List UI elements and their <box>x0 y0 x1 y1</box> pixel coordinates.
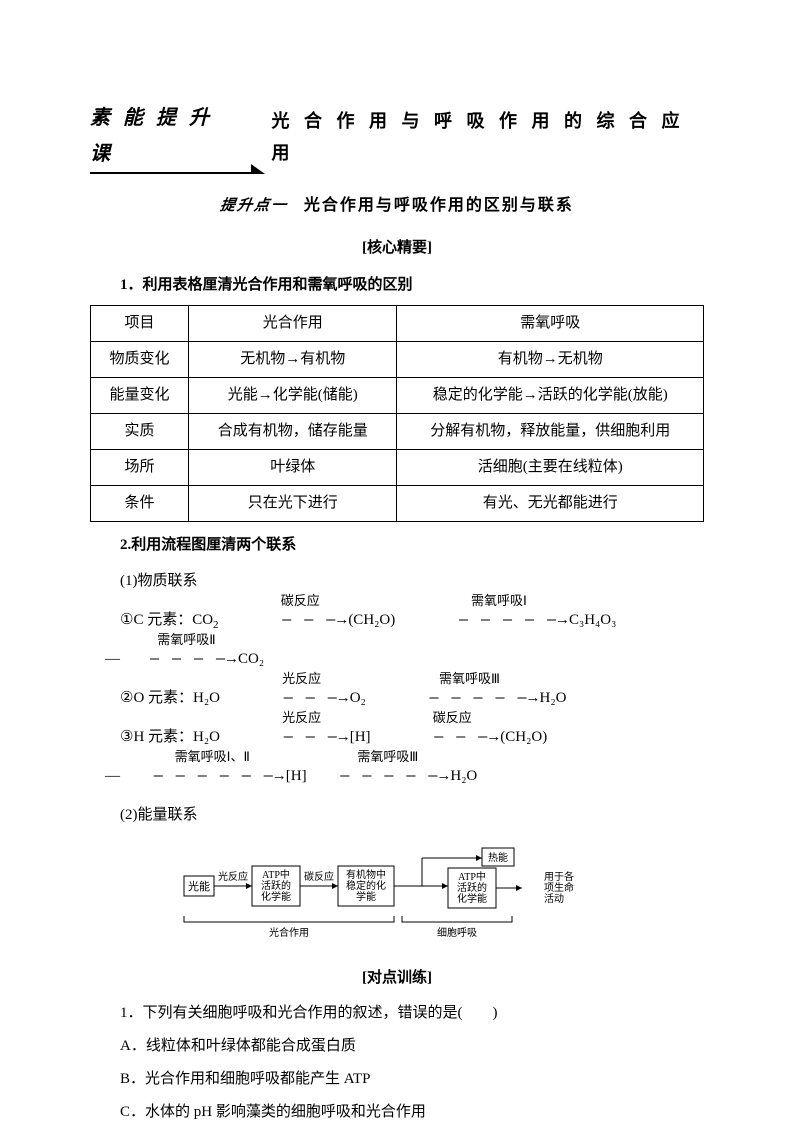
cell: 叶绿体 <box>189 449 397 485</box>
cell: 实质 <box>91 413 189 449</box>
table-row: 能量变化 光能→化学能(储能) 稳定的化学能→活跃的化学能(放能) <box>91 377 704 413</box>
th-item: 项目 <box>91 305 189 341</box>
subsection-2-1: (1)物质联系 <box>90 565 704 598</box>
svg-text:ATP中: ATP中 <box>262 868 290 881</box>
table-row: 场所 叶绿体 活细胞(主要在线粒体) <box>91 449 704 485</box>
table-row: 实质 合成有机物，储存能量 分解有机物，释放能量，供细胞利用 <box>91 413 704 449</box>
svg-text:细胞呼吸: 细胞呼吸 <box>437 926 477 939</box>
cell: 分解有机物，释放能量，供细胞利用 <box>397 413 704 449</box>
svg-text:有机物中: 有机物中 <box>346 868 386 881</box>
section1-heading: 1．利用表格厘清光合作用和需氧呼吸的区别 <box>90 272 704 299</box>
arrow-xy12: 需氧呼吸Ⅰ、Ⅱ― ― ― ― ― ―→ <box>124 760 286 793</box>
q1-stem: 1．下列有关细胞呼吸和光合作用的叙述，错误的是( ) <box>90 1000 704 1027</box>
table-row: 条件 只在光下进行 有光、无光都能进行 <box>91 485 704 521</box>
h2o: H₂O <box>540 690 567 706</box>
ch2o-2: (CH₂O) <box>500 729 547 745</box>
ch2o: (CH₂O) <box>348 612 395 628</box>
cell: 只在光下进行 <box>189 485 397 521</box>
section2-heading: 2.利用流程图厘清两个联系 <box>90 532 704 559</box>
th-resp: 需氧呼吸 <box>397 305 704 341</box>
table-header-row: 项目 光合作用 需氧呼吸 <box>91 305 704 341</box>
cell: 活细胞(主要在线粒体) <box>397 449 704 485</box>
point-row: 提升点一 光合作用与呼吸作用的区别与联系 <box>90 192 704 221</box>
o-prefix: ②O 元素：H₂O <box>120 690 220 706</box>
svg-text:用于各: 用于各 <box>544 870 574 883</box>
svg-text:碳反应: 碳反应 <box>304 870 334 883</box>
arrow-tan: 碳反应― ― ―→ <box>222 604 348 637</box>
subsection-2-2: (2)能量联系 <box>90 799 704 832</box>
cell: 能量变化 <box>91 377 189 413</box>
chem-line-o: ②O 元素：H₂O 光反应― ― ―→O₂ 需氧呼吸Ⅲ― ― ― ― ―→H₂O <box>90 682 704 715</box>
svg-text:光合作用: 光合作用 <box>269 926 309 939</box>
arrow-xy3b: 需氧呼吸Ⅲ― ― ― ― ―→ <box>310 760 450 793</box>
point-badge: 提升点一 <box>218 193 290 220</box>
svg-text:活跃的: 活跃的 <box>457 881 487 894</box>
svg-text:项生命: 项生命 <box>544 881 574 894</box>
energy-diagram-svg: .bx{fill:none;stroke:#000;stroke-width:1… <box>182 846 612 941</box>
chem-line-c2: ―需氧呼吸Ⅱ― ― ― ―→CO₂ <box>90 643 704 676</box>
svg-text:化学能: 化学能 <box>457 892 487 905</box>
svg-text:稳定的化: 稳定的化 <box>346 879 386 892</box>
course-label: 素 能 提 升 课 <box>90 100 251 174</box>
o2: O₂ <box>350 690 366 706</box>
svg-text:热能: 热能 <box>488 851 508 864</box>
title-row: 素 能 提 升 课 光 合 作 用 与 呼 吸 作 用 的 综 合 应 用 <box>90 100 704 174</box>
cell: 无机物→有机物 <box>189 341 397 377</box>
comparison-table: 项目 光合作用 需氧呼吸 物质变化 无机物→有机物 有机物→无机物 能量变化 光… <box>90 305 704 522</box>
point-title: 光合作用与呼吸作用的区别与联系 <box>304 197 574 214</box>
svg-text:学能: 学能 <box>356 890 376 903</box>
cell: 稳定的化学能→活跃的化学能(放能) <box>397 377 704 413</box>
cell: 场所 <box>91 449 189 485</box>
arrow-xy2: 需氧呼吸Ⅱ― ― ― ―→ <box>120 643 238 676</box>
cell: 物质变化 <box>91 341 189 377</box>
cell: 合成有机物，储存能量 <box>189 413 397 449</box>
q1-optB: B．光合作用和细胞呼吸都能产生 ATP <box>90 1066 704 1093</box>
q1-optC: C．水体的 pH 影响藻类的细胞呼吸和光合作用 <box>90 1099 704 1126</box>
core-heading: [核心精要] <box>90 235 704 262</box>
main-title: 光 合 作 用 与 呼 吸 作 用 的 综 合 应 用 <box>271 105 704 170</box>
chem-line-h2: ― 需氧呼吸Ⅰ、Ⅱ― ― ― ― ― ―→[H] 需氧呼吸Ⅲ― ― ― ― ―→… <box>90 760 704 793</box>
cell: 条件 <box>91 485 189 521</box>
cell: 光能→化学能(储能) <box>189 377 397 413</box>
svg-text:光能: 光能 <box>188 879 210 893</box>
th-photo: 光合作用 <box>189 305 397 341</box>
arrow-xy1: 需氧呼吸Ⅰ― ― ― ― ―→ <box>399 604 569 637</box>
q1-optA: A．线粒体和叶绿体都能合成蛋白质 <box>90 1033 704 1060</box>
svg-text:光反应: 光反应 <box>218 870 248 883</box>
svg-text:化学能: 化学能 <box>261 890 291 903</box>
svg-text:活跃的: 活跃的 <box>261 879 291 892</box>
h-bracket2: [H] <box>286 768 307 784</box>
cell: 有机物→无机物 <box>397 341 704 377</box>
svg-text:活动: 活动 <box>544 893 564 905</box>
table-row: 物质变化 无机物→有机物 有机物→无机物 <box>91 341 704 377</box>
c3h4o3: C₃H₄O₃ <box>569 612 616 628</box>
energy-diagram: .bx{fill:none;stroke:#000;stroke-width:1… <box>90 846 704 951</box>
practice-heading: [对点训练] <box>90 965 704 992</box>
cell: 有光、无光都能进行 <box>397 485 704 521</box>
svg-text:ATP中: ATP中 <box>458 870 486 883</box>
h2o-2: H₂O <box>450 768 477 784</box>
